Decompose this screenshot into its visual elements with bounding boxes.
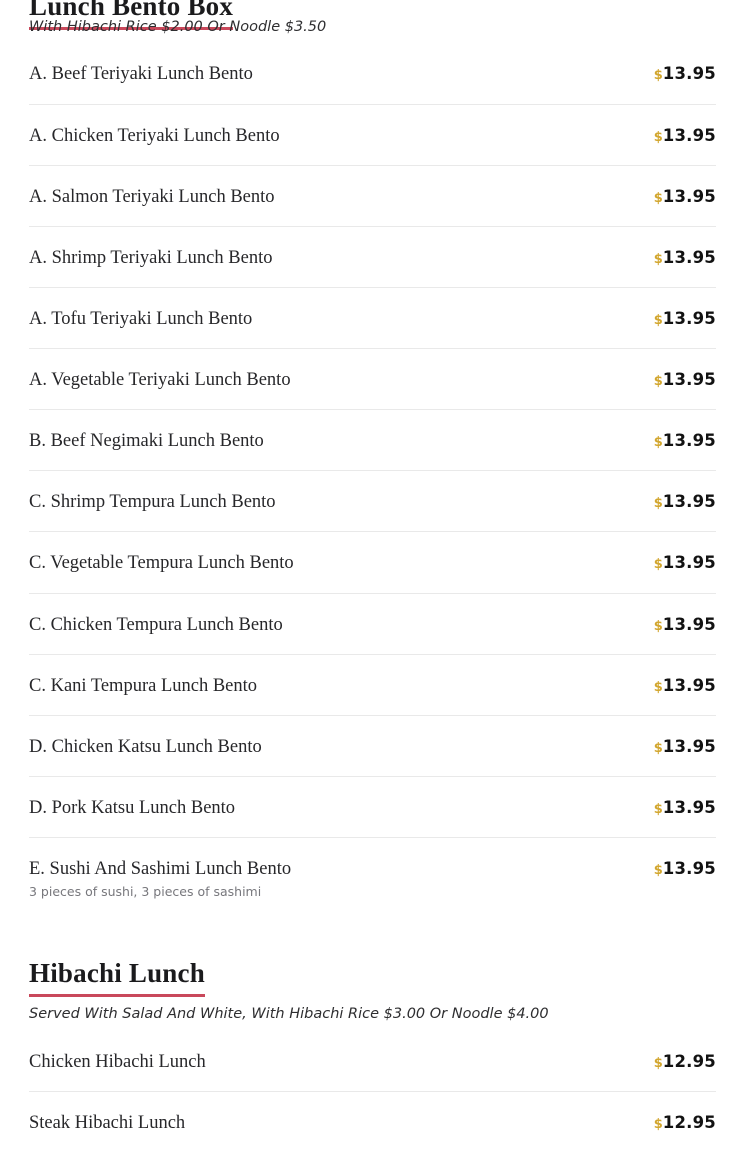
section-title-hibachi-lunch: Hibachi Lunch [29, 958, 205, 998]
currency-symbol: $ [653, 679, 663, 695]
currency-symbol: $ [653, 618, 663, 634]
menu-item[interactable]: B. Beef Negimaki Lunch Bento $13.95 [29, 410, 716, 472]
item-price: $13.95 [638, 737, 716, 756]
price-amount: 13.95 [662, 186, 716, 206]
menu-item[interactable]: C. Kani Tempura Lunch Bento $13.95 [29, 655, 716, 716]
menu-items-list: Chicken Hibachi Lunch $12.95 Steak Hibac… [29, 1031, 716, 1152]
menu-item[interactable]: C. Vegetable Tempura Lunch Bento $13.95 [29, 532, 716, 594]
item-main: E. Sushi And Sashimi Lunch Bento 3 piece… [29, 858, 291, 899]
price-amount: 13.95 [662, 125, 716, 145]
menu-item[interactable]: D. Pork Katsu Lunch Bento $13.95 [29, 777, 716, 839]
section-subtitle: With Hibachi Rice $2.00 Or Noodle $3.50 [29, 19, 327, 35]
item-name: D. Pork Katsu Lunch Bento [29, 797, 236, 818]
item-price: $13.95 [638, 309, 716, 328]
currency-symbol: $ [653, 68, 663, 84]
currency-symbol: $ [653, 863, 663, 879]
item-price: $13.95 [638, 64, 716, 83]
menu-item[interactable]: Steak Hibachi Lunch $12.95 [29, 1092, 716, 1152]
item-name: A. Vegetable Teriyaki Lunch Bento [29, 370, 291, 391]
currency-symbol: $ [653, 312, 663, 328]
item-price: $13.95 [638, 248, 716, 267]
price-amount: 13.95 [662, 675, 716, 695]
price-amount: 13.95 [662, 859, 716, 879]
price-amount: 13.95 [662, 247, 716, 267]
price-amount: 12.95 [662, 1051, 716, 1071]
section-lunch-bento-box: Lunch Bento Box With Hibachi Rice $2.00 … [29, 0, 716, 916]
item-price: $12.95 [638, 1113, 716, 1132]
menu-item[interactable]: A. Salmon Teriyaki Lunch Bento $13.95 [29, 166, 716, 227]
menu-item[interactable]: Chicken Hibachi Lunch $12.95 [29, 1031, 716, 1092]
item-price: $13.95 [638, 615, 716, 634]
price-amount: 13.95 [662, 370, 716, 390]
item-price: $12.95 [638, 1052, 716, 1071]
item-name: A. Shrimp Teriyaki Lunch Bento [29, 247, 273, 268]
item-name: A. Salmon Teriyaki Lunch Bento [29, 186, 275, 207]
price-amount: 13.95 [662, 64, 716, 84]
item-price: $13.95 [638, 370, 716, 389]
item-price: $13.95 [638, 798, 716, 817]
item-price: $13.95 [638, 553, 716, 572]
item-name: C. Kani Tempura Lunch Bento [29, 675, 258, 696]
item-name: C. Shrimp Tempura Lunch Bento [29, 492, 276, 513]
item-name: Chicken Hibachi Lunch [29, 1051, 206, 1072]
currency-symbol: $ [653, 1116, 663, 1132]
price-amount: 13.95 [662, 553, 716, 573]
menu-item[interactable]: A. Tofu Teriyaki Lunch Bento $13.95 [29, 288, 716, 350]
item-description: 3 pieces of sushi, 3 pieces of sashimi [29, 884, 262, 900]
item-price: $13.95 [638, 126, 716, 145]
item-name: A. Tofu Teriyaki Lunch Bento [29, 308, 253, 329]
menu-items-list: A. Beef Teriyaki Lunch Bento $13.95 A. C… [29, 43, 716, 916]
currency-symbol: $ [653, 496, 663, 512]
price-amount: 13.95 [662, 736, 716, 756]
currency-symbol: $ [653, 251, 663, 267]
item-name: C. Chicken Tempura Lunch Bento [29, 614, 283, 635]
menu-item[interactable]: D. Chicken Katsu Lunch Bento $13.95 [29, 716, 716, 777]
currency-symbol: $ [653, 557, 663, 573]
menu-item[interactable]: A. Chicken Teriyaki Lunch Bento $13.95 [29, 105, 716, 166]
price-amount: 13.95 [662, 308, 716, 328]
item-name: E. Sushi And Sashimi Lunch Bento [29, 859, 292, 880]
price-amount: 13.95 [662, 614, 716, 634]
menu-item[interactable]: A. Shrimp Teriyaki Lunch Bento $13.95 [29, 227, 716, 288]
menu-item[interactable]: C. Shrimp Tempura Lunch Bento $13.95 [29, 471, 716, 533]
item-name: Steak Hibachi Lunch [29, 1112, 186, 1133]
section-hibachi-lunch: Hibachi Lunch Served With Salad And Whit… [29, 958, 716, 1152]
price-amount: 13.95 [662, 797, 716, 817]
currency-symbol: $ [653, 190, 663, 206]
menu-item[interactable]: C. Chicken Tempura Lunch Bento $13.95 [29, 594, 716, 655]
menu-item[interactable]: A. Vegetable Teriyaki Lunch Bento $13.95 [29, 349, 716, 411]
price-amount: 13.95 [662, 492, 716, 512]
currency-symbol: $ [653, 129, 663, 145]
section-title-lunch-bento-box: Lunch Bento Box [29, 0, 234, 31]
item-price: $13.95 [638, 431, 716, 450]
item-name: D. Chicken Katsu Lunch Bento [29, 736, 262, 757]
currency-symbol: $ [653, 801, 663, 817]
item-price: $13.95 [638, 676, 716, 695]
item-price: $13.95 [638, 187, 716, 206]
item-price: $13.95 [638, 492, 716, 511]
item-name: A. Beef Teriyaki Lunch Bento [29, 64, 253, 85]
item-name: A. Chicken Teriyaki Lunch Bento [29, 125, 280, 146]
section-subtitle: Served With Salad And White, With Hibach… [29, 1006, 549, 1023]
price-amount: 12.95 [662, 1112, 716, 1132]
price-amount: 13.95 [662, 431, 716, 451]
item-price: $13.95 [638, 859, 716, 878]
menu-item[interactable]: E. Sushi And Sashimi Lunch Bento 3 piece… [29, 838, 716, 916]
menu-item[interactable]: A. Beef Teriyaki Lunch Bento $13.95 [29, 43, 716, 105]
currency-symbol: $ [653, 1055, 663, 1071]
item-name: B. Beef Negimaki Lunch Bento [29, 431, 264, 452]
section-title-wrap: Lunch Bento Box [29, 0, 716, 31]
currency-symbol: $ [653, 374, 663, 390]
item-name: C. Vegetable Tempura Lunch Bento [29, 553, 294, 574]
currency-symbol: $ [653, 435, 663, 451]
currency-symbol: $ [653, 740, 663, 756]
section-title-wrap: Hibachi Lunch [29, 958, 716, 998]
